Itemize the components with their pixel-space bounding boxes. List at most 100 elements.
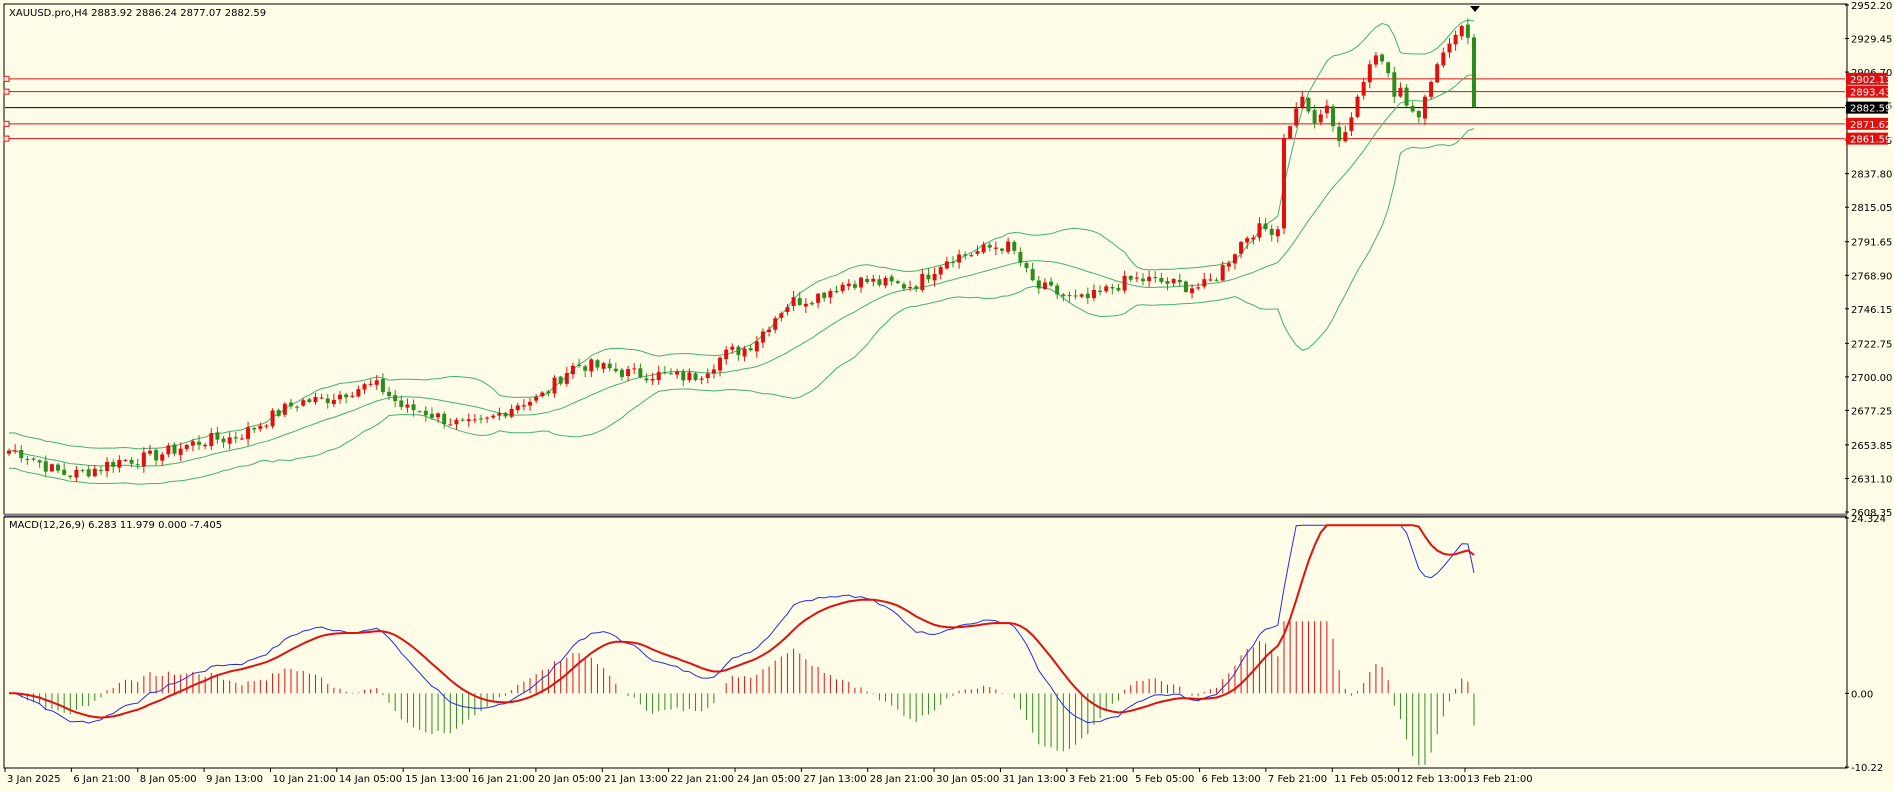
candle-body [350, 395, 355, 397]
bid-price-label: 2882.59 [1850, 104, 1891, 115]
candle-body [1079, 294, 1084, 297]
candle-body [1061, 294, 1066, 297]
candle-body [626, 369, 631, 377]
candle-body [901, 284, 906, 289]
candle-body [742, 348, 747, 357]
candle-body [760, 331, 765, 343]
macd-tick-label: 0.00 [1851, 689, 1873, 700]
candle-body [656, 372, 661, 380]
candle-body [1183, 281, 1188, 292]
candle-body [117, 459, 122, 468]
candle-body [969, 255, 974, 257]
candle-body [767, 329, 772, 333]
time-tick-label: 27 Jan 13:00 [803, 774, 866, 785]
candle-body [472, 419, 477, 421]
candle-body [92, 468, 97, 477]
chart-header: XAUUSD.pro,H4 2883.92 2886.24 2877.07 28… [9, 8, 266, 19]
candle-body [466, 419, 471, 422]
candle-body [1140, 278, 1145, 282]
candle-body [1239, 241, 1244, 254]
candle-body [607, 363, 612, 369]
candle-body [436, 413, 441, 418]
candle-body [718, 357, 723, 371]
candle-body [1306, 97, 1311, 112]
candle-body [1404, 87, 1409, 106]
candle-body [619, 369, 624, 377]
macd-tick-label: -10.22 [1851, 763, 1883, 774]
candle-body [589, 359, 594, 372]
candle-body [693, 373, 698, 380]
candle-body [295, 406, 300, 408]
candle-body [74, 469, 79, 478]
time-tick-label: 6 Feb 13:00 [1202, 774, 1261, 785]
candle-body [534, 396, 539, 401]
candle-body [809, 302, 814, 305]
candle-body [331, 399, 336, 405]
candle-body [1245, 238, 1250, 243]
time-tick-label: 22 Jan 21:00 [671, 774, 734, 785]
candle-body [895, 281, 900, 284]
band-middle [8, 74, 1475, 468]
candle-body [1441, 52, 1446, 66]
candle-body [877, 279, 882, 285]
level-price-label: 2902.13 [1850, 75, 1891, 86]
price-tick-label: 2608.35 [1851, 508, 1892, 519]
macd-panel[interactable]: 24.324 0.00 -10.22 MACD(12,26,9) 6.283 11.… [3, 514, 1886, 774]
candle-body [338, 394, 343, 400]
price-panel[interactable]: 2952.202929.452906.702883.952860.552837.… [3, 1, 1892, 519]
candle-body [1012, 241, 1017, 251]
candle-body [423, 410, 428, 416]
candle-body [736, 346, 741, 355]
bollinger-bands [8, 19, 1475, 485]
candle-body [1147, 276, 1152, 282]
candle-body [288, 402, 293, 407]
candle-body [307, 399, 312, 402]
candle-body [791, 297, 796, 306]
candle-body [1422, 96, 1427, 119]
candle-body [705, 373, 710, 379]
candle-body [442, 413, 447, 424]
candle-body [926, 274, 931, 280]
candle-body [1024, 263, 1029, 268]
time-tick-label: 6 Jan 21:00 [73, 774, 130, 785]
candle-body [1098, 290, 1103, 292]
candle-body [460, 419, 465, 421]
price-tick-label: 2837.80 [1851, 170, 1892, 181]
candle-body [1171, 279, 1176, 284]
candle-body [154, 450, 159, 461]
candle-body [1294, 108, 1299, 126]
candle-body [387, 391, 392, 396]
candle-body [1386, 62, 1391, 74]
candle-body [1104, 286, 1109, 292]
price-tick-label: 2653.85 [1851, 441, 1892, 452]
candle-body [123, 459, 128, 461]
candle-body [1122, 275, 1127, 291]
time-tick-label: 15 Jan 13:00 [405, 774, 468, 785]
candle-body [276, 410, 281, 416]
time-tick-label: 20 Jan 05:00 [538, 774, 601, 785]
candle-body [1165, 281, 1170, 284]
candle-body [1459, 25, 1464, 37]
candle-body [1398, 87, 1403, 97]
candle-body [1085, 293, 1090, 299]
candle-body [1214, 279, 1219, 281]
band-lower [8, 128, 1475, 485]
candle-body [344, 394, 349, 398]
candle-body [221, 438, 226, 443]
candle-body [1116, 288, 1121, 291]
candle-body [558, 376, 563, 384]
candle-body [301, 400, 306, 406]
candle-body [993, 247, 998, 249]
candle-body [13, 450, 18, 452]
candle-body [669, 373, 674, 375]
candle-body [1220, 265, 1225, 281]
candle-body [491, 415, 496, 418]
candle-body [675, 371, 680, 375]
price-tick-label: 2952.20 [1851, 1, 1892, 12]
candle-body [1392, 72, 1397, 97]
price-tick-label: 2722.75 [1851, 339, 1892, 350]
candle-body [515, 405, 520, 411]
